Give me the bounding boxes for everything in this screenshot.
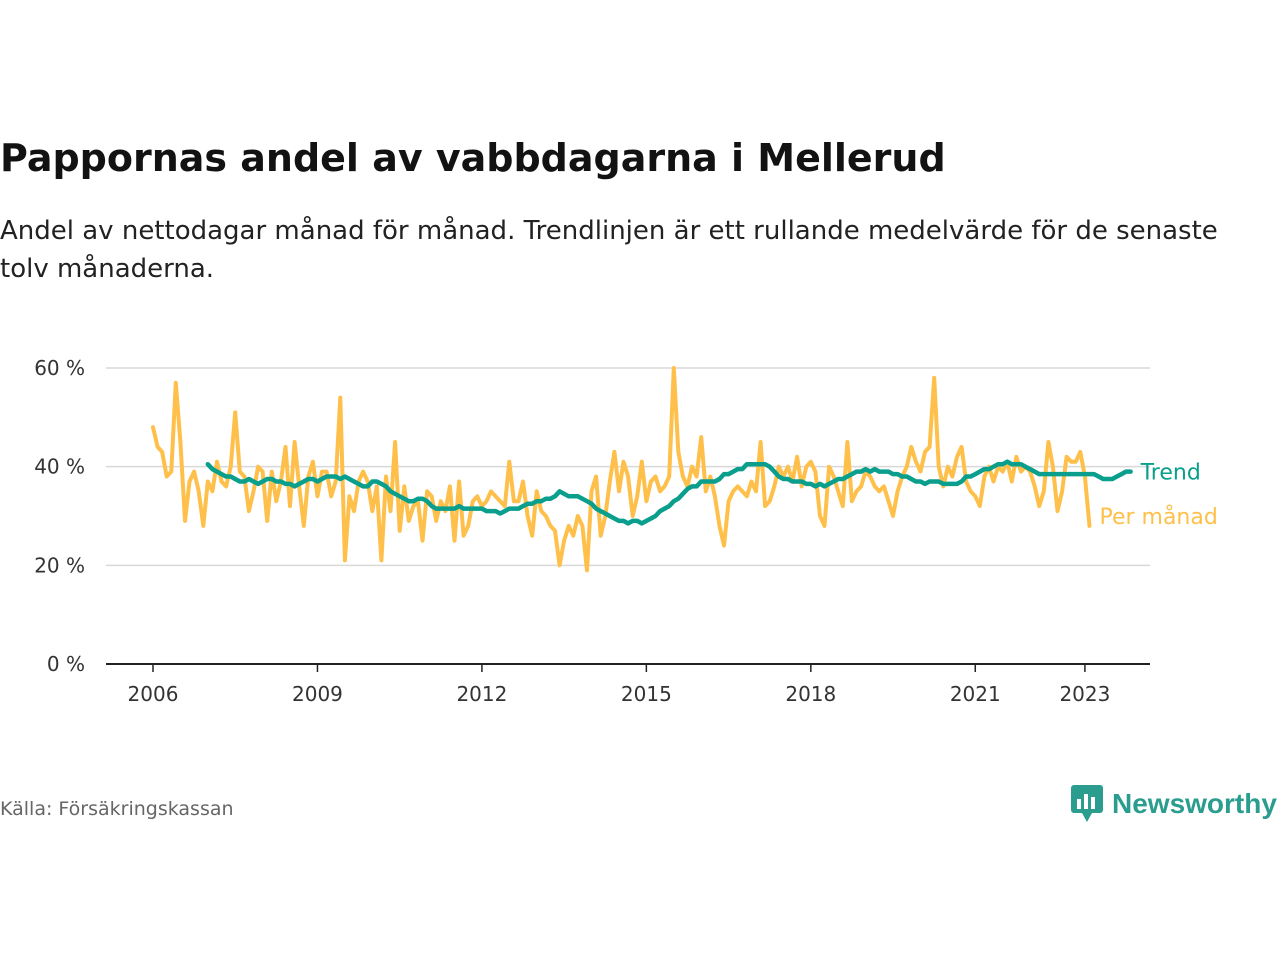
x-tick-label: 2012 — [456, 682, 507, 706]
brand-name: Newsworthy — [1112, 788, 1277, 819]
x-tick-label: 2006 — [128, 682, 179, 706]
y-tick-label: 60 % — [34, 356, 85, 380]
line-chart: 0 % 20 % 40 % 60 % 2006 2009 2012 2015 2018 2021… — [34, 356, 1218, 706]
x-tick-label: 2023 — [1059, 682, 1110, 706]
monthly-label: Per månad — [1099, 504, 1217, 530]
y-tick-label: 20 % — [34, 553, 85, 577]
x-tick-label: 2015 — [621, 682, 672, 706]
chart-title: Pappornas andel av vabbdagarna i Melleru… — [0, 136, 946, 180]
x-tick-label: 2009 — [292, 682, 343, 706]
chart-subtitle: Andel av nettodagar månad för månad. Tre… — [0, 216, 1218, 284]
x-axis-ticks: 2006 2009 2012 2015 2018 2021 2023 — [128, 664, 1110, 706]
series-lines — [151, 366, 1133, 573]
y-tick-label: 40 % — [34, 455, 85, 479]
monthly-line — [151, 366, 1092, 573]
grid-lines — [106, 367, 1150, 665]
newsworthy-icon — [1071, 785, 1103, 822]
trend-line — [205, 459, 1133, 526]
y-axis-ticks: 0 % 20 % 40 % 60 % — [34, 356, 85, 676]
series-labels: Per månad Trend — [1099, 461, 1217, 530]
x-tick-label: 2021 — [950, 682, 1001, 706]
y-tick-label: 0 % — [47, 652, 85, 676]
source-note: Källa: Försäkringskassan — [0, 798, 234, 820]
trend-label: Trend — [1140, 461, 1201, 486]
brand-logo: Newsworthy — [1070, 784, 1277, 824]
x-tick-label: 2018 — [785, 682, 836, 706]
